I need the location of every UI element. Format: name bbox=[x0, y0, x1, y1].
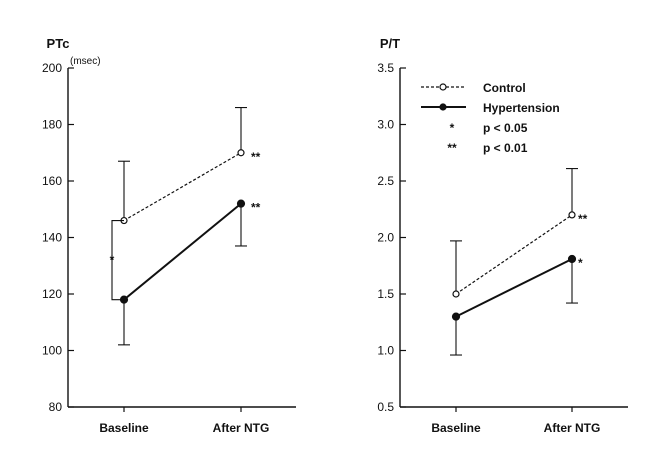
y-tick-label: 1.0 bbox=[377, 344, 394, 358]
chart-panel-2: 0.5 1.0 1.5 2.0 2.5 3.0 3.5 Baseline After NTG P/… bbox=[377, 36, 628, 435]
between-group-marker: * bbox=[110, 253, 115, 267]
y-tick-label: 80 bbox=[49, 400, 63, 414]
series-line-control bbox=[123, 152, 242, 222]
y-tick-label: 120 bbox=[42, 287, 62, 301]
y-tick-label: 1.5 bbox=[377, 287, 394, 301]
legend-label: p < 0.01 bbox=[483, 141, 528, 155]
significance-marker: ** bbox=[251, 201, 261, 215]
legend-significance-symbol: ** bbox=[447, 141, 457, 155]
significance-marker: ** bbox=[578, 212, 588, 226]
legend-marker-symbol bbox=[439, 83, 447, 91]
y-tick-label: 3.5 bbox=[377, 61, 394, 75]
legend: Control Hypertension * p < 0.05 ** p < 0.01 bbox=[421, 81, 560, 155]
data-point-control bbox=[237, 149, 245, 157]
y-tick-label: 200 bbox=[42, 61, 62, 75]
y-tick-label: 180 bbox=[42, 118, 62, 132]
legend-significance-symbol: * bbox=[450, 121, 455, 135]
series-line-control bbox=[455, 214, 573, 295]
between-group-bracket bbox=[111, 220, 124, 301]
y-tick-label: 3.0 bbox=[377, 118, 394, 132]
legend-label: p < 0.05 bbox=[483, 121, 528, 135]
legend-label: Control bbox=[483, 81, 526, 95]
series-line-hypertension bbox=[123, 202, 242, 301]
y-axis-title: PTc bbox=[47, 36, 70, 51]
y-tick-label: 140 bbox=[42, 231, 62, 245]
legend-marker-symbol bbox=[439, 103, 447, 111]
y-axis-title: P/T bbox=[380, 36, 400, 51]
y-tick-label: 160 bbox=[42, 174, 62, 188]
series-line-hypertension bbox=[455, 258, 573, 318]
data-point-control bbox=[568, 211, 576, 219]
x-tick-label: Baseline bbox=[431, 421, 481, 435]
data-point-hypertension bbox=[236, 199, 246, 208]
y-tick-label: 2.5 bbox=[377, 174, 394, 188]
x-tick-label: Baseline bbox=[99, 421, 149, 435]
data-point-control bbox=[452, 290, 460, 298]
chart-panel-1: 80 100 120 140 160 180 200 Baseline After NTG PTc… bbox=[42, 36, 296, 435]
x-tick-label: After NTG bbox=[544, 421, 601, 435]
y-tick-label: 0.5 bbox=[377, 400, 394, 414]
y-axis-unit: (msec) bbox=[70, 56, 101, 67]
x-tick-label: After NTG bbox=[213, 421, 270, 435]
data-point-hypertension bbox=[567, 254, 577, 264]
significance-marker: * bbox=[578, 256, 583, 270]
significance-marker: ** bbox=[251, 150, 261, 164]
y-tick-label: 100 bbox=[42, 344, 62, 358]
legend-label: Hypertension bbox=[483, 101, 560, 115]
y-tick-label: 2.0 bbox=[377, 231, 394, 245]
data-point-hypertension bbox=[451, 312, 461, 321]
